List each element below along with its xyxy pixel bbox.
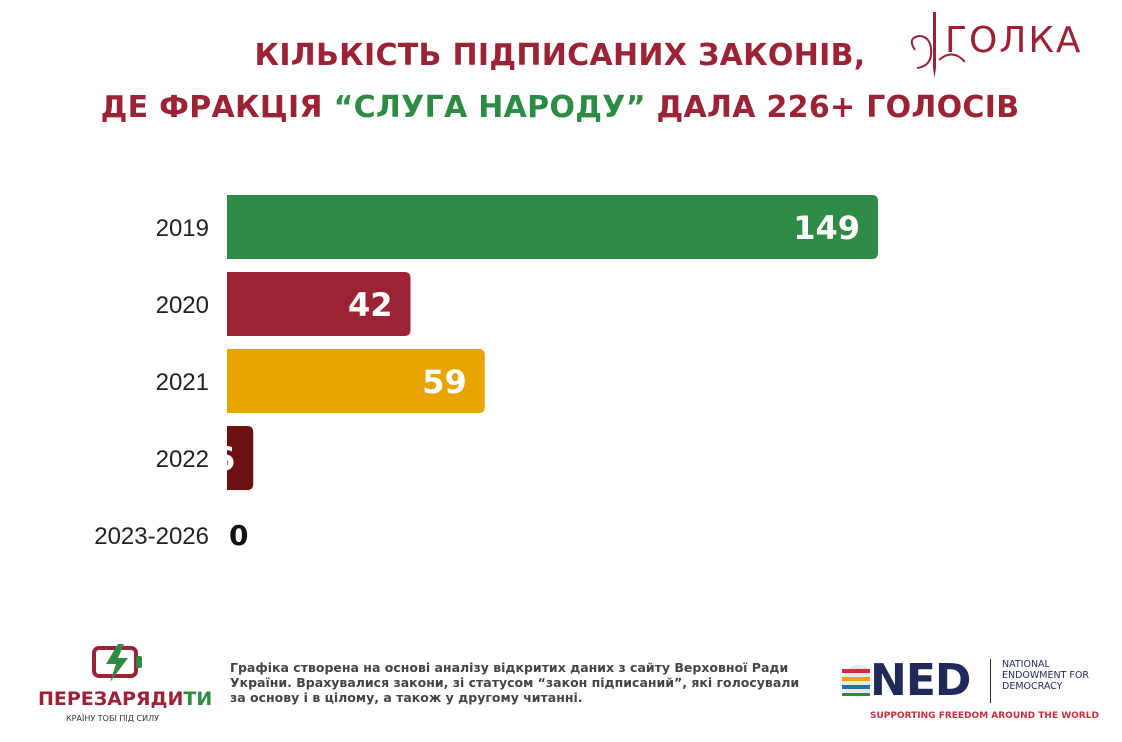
perezaryadyty-name: ПЕРЕЗАРЯДИТИ [38, 688, 212, 710]
category-label: 2021 [156, 369, 209, 396]
title-line-2-post: ДАЛА 226+ ГОЛОСІВ [645, 90, 1020, 125]
ned-wordmark: NED [870, 655, 971, 706]
ned-globe-icon [842, 665, 870, 697]
title-line-1: КІЛЬКІСТЬ ПІДПИСАНИХ ЗАКОНІВ, [254, 38, 866, 73]
battery-bolt-icon [92, 644, 142, 682]
golka-logo-text: ГОЛКА [945, 20, 1083, 61]
bar-value-label: 59 [422, 363, 467, 401]
category-label: 2020 [156, 292, 209, 319]
bar-value-label: 6 [213, 440, 235, 478]
perezaryadyty-logo: ПЕРЕЗАРЯДИТИ КРАЇНУ ТОБІ ПІД СИЛУ [38, 640, 212, 730]
perezaryadyty-tagline: КРАЇНУ ТОБІ ПІД СИЛУ [66, 714, 159, 723]
source-footnote: Графіка створена на основі аналізу відкр… [230, 660, 800, 705]
bar [227, 426, 254, 490]
title-line-2-pre: ДЕ ФРАКЦІЯ [100, 90, 334, 125]
ned-divider [990, 659, 991, 703]
chart-title: КІЛЬКІСТЬ ПІДПИСАНИХ ЗАКОНІВ, ДЕ ФРАКЦІЯ… [60, 30, 1060, 134]
title-party-name: “СЛУГА НАРОДУ” [333, 90, 646, 125]
golka-needle-icon [910, 12, 966, 78]
bar [227, 349, 485, 413]
category-label: 2022 [156, 446, 209, 473]
bar-value-label: 149 [793, 209, 860, 247]
perezaryadyty-name-b: ТИ [183, 688, 213, 710]
ned-logo: NED NATIONAL ENDOWMENT FOR DEMOCRACY SUP… [840, 655, 1100, 730]
perezaryadyty-name-a: ПЕРЕЗАРЯДИ [38, 688, 184, 710]
title-line-2: ДЕ ФРАКЦІЯ “СЛУГА НАРОДУ” ДАЛА 226+ ГОЛО… [60, 82, 1060, 134]
ned-tagline: SUPPORTING FREEDOM AROUND THE WORLD [870, 711, 1099, 721]
bar [227, 272, 411, 336]
golka-logo: ГОЛКА [905, 8, 1095, 86]
bar-chart: 2019 149 2020 42 2021 59 2022 6 2023-2026 0 [94, 195, 878, 552]
category-label: 2019 [156, 215, 209, 242]
ned-full-name: NATIONAL ENDOWMENT FOR DEMOCRACY [1002, 659, 1089, 692]
bar [227, 195, 878, 259]
bar-value-label: 0 [229, 519, 248, 552]
bar-value-label: 42 [348, 286, 393, 324]
category-label: 2023-2026 [94, 523, 209, 550]
